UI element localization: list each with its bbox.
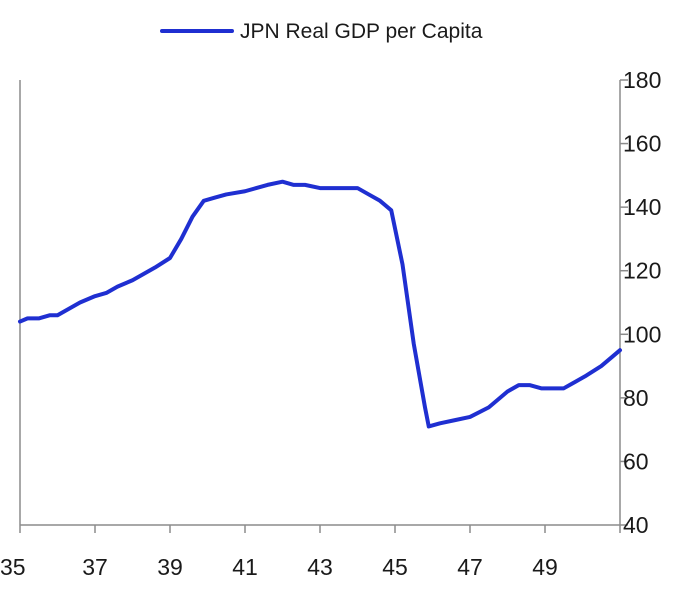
x-tick-label: 45 [382,554,408,580]
data-point [179,237,183,241]
data-point [243,189,247,193]
data-point [401,262,405,266]
y-tick-label: 40 [623,512,649,538]
x-tick-label: 39 [157,554,183,580]
data-point [453,418,457,422]
data-point [116,285,120,289]
data-point [389,208,393,212]
y-tick-label: 140 [623,194,661,220]
y-tick-label: 100 [623,321,661,347]
y-tick-label: 180 [623,67,661,93]
data-point [78,301,82,305]
data-point [517,383,521,387]
y-tick-label: 120 [623,258,661,284]
series-line-jpn-real-gdp-per-capita [18,179,622,429]
x-axis: 35 37 39 41 43 45 47 49 [0,524,621,580]
data-point [18,320,22,324]
y-tick-label: 160 [623,131,661,157]
data-point [191,215,195,219]
data-point [573,380,577,384]
data-point [254,186,258,190]
x-tick-label: 41 [232,554,258,580]
data-point [378,199,382,203]
data-point [318,186,322,190]
data-point [356,186,360,190]
data-point [539,386,543,390]
x-tick-label: 37 [82,554,108,580]
data-point [281,180,285,184]
x-tick-label: 35 [0,554,26,580]
data-point [202,199,206,203]
y-axis: 180 160 140 120 100 80 60 40 [619,67,661,538]
data-point [131,278,135,282]
data-point [26,316,30,320]
data-point [153,266,157,270]
data-point [468,415,472,419]
data-point [67,307,71,311]
x-tick-label: 49 [532,554,558,580]
data-point [213,196,217,200]
data-point [412,342,416,346]
data-point [168,256,172,260]
x-tick-label: 43 [307,554,333,580]
data-point [37,316,41,320]
data-point [367,192,371,196]
data-point [618,348,622,352]
data-point [498,396,502,400]
x-tick-label: 47 [457,554,483,580]
y-tick-label: 80 [623,385,649,411]
data-point [584,374,588,378]
data-point [599,364,603,368]
data-point [104,291,108,295]
data-point [506,390,510,394]
data-point [48,313,52,317]
series-layer [18,179,622,429]
data-point [528,383,532,387]
data-point [438,421,442,425]
data-point [303,183,307,187]
legend-label-jpn-real-gdp-per-capita: JPN Real GDP per Capita [240,20,483,43]
data-point [427,424,431,428]
data-point [337,186,341,190]
data-point [423,405,427,409]
data-point [551,386,555,390]
data-point [93,294,97,298]
legend: JPN Real GDP per Capita [160,20,483,43]
data-point [224,192,228,196]
data-point [487,405,491,409]
data-point [142,272,146,276]
data-point [611,355,615,359]
data-point [562,386,566,390]
y-tick-label: 60 [623,448,649,474]
data-point [292,183,296,187]
data-point [56,313,60,317]
data-point [266,183,270,187]
